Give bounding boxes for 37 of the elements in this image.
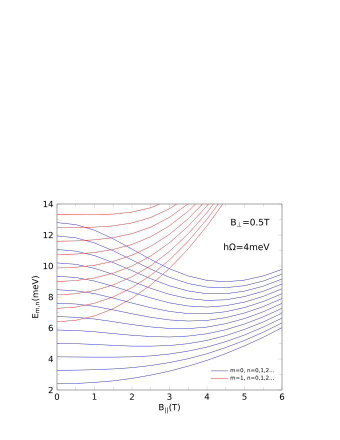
y-tick-label: 6	[48, 324, 53, 332]
line-series	[57, 318, 282, 358]
line-series	[57, 204, 188, 242]
line-series	[57, 204, 203, 268]
x-tick-label: 4	[204, 394, 210, 400]
line-series	[57, 262, 282, 301]
y-tick-label: 2	[48, 386, 53, 394]
y-tick-label: 14	[44, 200, 53, 208]
y-tick-label: 10	[44, 262, 53, 270]
y-tick-label: 4	[48, 356, 53, 362]
line-series	[57, 327, 282, 384]
x-tick-label: 3	[167, 394, 172, 400]
line-series	[57, 204, 160, 215]
annotation: hΩ=4meV	[224, 243, 270, 250]
line-series	[57, 303, 282, 329]
x-tick-label: 2	[130, 394, 134, 400]
line-series	[57, 312, 282, 346]
annotation: B$_{⊥}$=0.5T	[231, 218, 270, 226]
line-series	[57, 204, 214, 296]
line-series	[57, 276, 282, 308]
line-series	[57, 298, 282, 322]
line-series	[57, 249, 282, 294]
line-series	[57, 204, 209, 282]
line-series	[57, 236, 282, 288]
line-series	[57, 289, 282, 314]
y-tick-label: 12	[44, 232, 53, 238]
line-series	[57, 308, 282, 338]
x-tick-label: 1	[92, 394, 96, 400]
y-axis-title: E$_{m,n}$(meV)	[32, 276, 40, 318]
x-tick-label: 0	[54, 394, 60, 400]
x-tick-label: 5	[242, 394, 246, 400]
x-axis-title: B$_{||}$(T)	[159, 404, 180, 414]
line-series	[57, 204, 196, 255]
y-tick-label: 8	[48, 294, 53, 300]
x-tick-label: 6	[280, 394, 284, 400]
line-series	[57, 322, 282, 371]
line-series	[57, 204, 177, 228]
